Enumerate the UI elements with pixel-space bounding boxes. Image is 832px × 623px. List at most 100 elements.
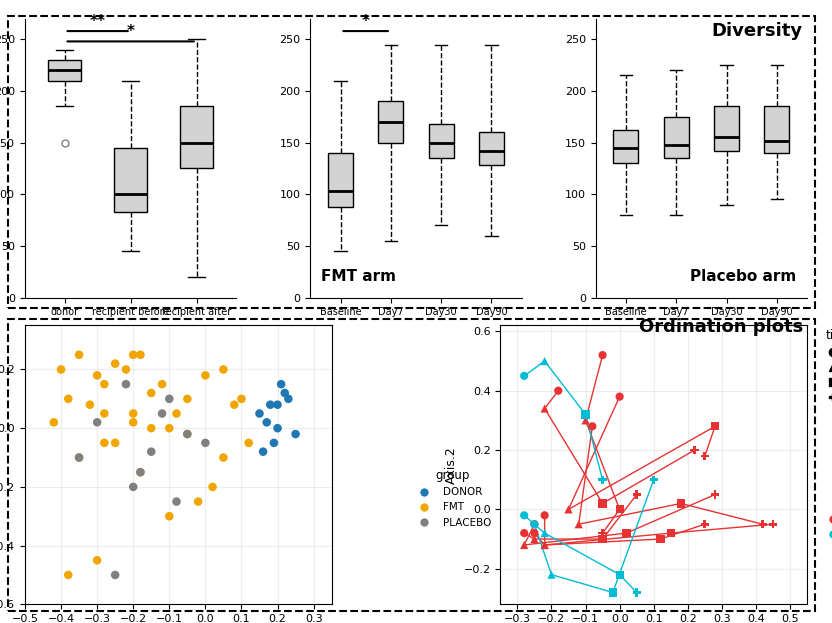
Point xyxy=(698,451,711,461)
Point xyxy=(674,498,687,508)
Point xyxy=(91,417,104,427)
Text: FMT arm: FMT arm xyxy=(321,269,396,283)
Point xyxy=(97,409,111,419)
Point xyxy=(527,534,541,544)
Point xyxy=(688,445,701,455)
Point xyxy=(562,505,575,515)
Point xyxy=(228,400,241,410)
Point xyxy=(579,409,592,419)
Point xyxy=(108,359,121,369)
Point xyxy=(134,467,147,477)
Point xyxy=(217,364,230,374)
PathPatch shape xyxy=(428,124,453,158)
Point xyxy=(156,379,169,389)
Point xyxy=(756,519,770,529)
Point xyxy=(572,519,586,529)
Point xyxy=(586,421,599,431)
Point xyxy=(708,421,721,431)
Point xyxy=(607,587,620,597)
Legend: DONOR, FMT, PLACEBO: DONOR, FMT, PLACEBO xyxy=(409,465,495,532)
PathPatch shape xyxy=(664,117,689,158)
Point xyxy=(271,423,285,433)
Point xyxy=(698,519,711,529)
Point xyxy=(538,540,552,550)
Point xyxy=(235,394,248,404)
Point xyxy=(72,452,86,462)
Point xyxy=(538,510,552,520)
Point xyxy=(518,371,531,381)
Point xyxy=(83,400,97,410)
Point xyxy=(596,528,609,538)
Point xyxy=(613,569,626,579)
Point xyxy=(613,392,626,402)
PathPatch shape xyxy=(613,130,638,163)
Point xyxy=(538,528,552,538)
Point xyxy=(242,438,255,448)
Point xyxy=(260,417,274,427)
Point xyxy=(613,505,626,515)
Point xyxy=(119,364,132,374)
Point xyxy=(620,528,633,538)
Point xyxy=(162,511,176,521)
Point xyxy=(199,370,212,380)
Point xyxy=(126,482,140,492)
Point xyxy=(47,417,61,427)
Point xyxy=(708,490,721,500)
Point xyxy=(552,386,565,396)
Point xyxy=(518,528,531,538)
Point xyxy=(199,438,212,448)
Point xyxy=(579,416,592,426)
Point xyxy=(596,534,609,544)
Point xyxy=(72,350,86,359)
Point xyxy=(181,394,194,404)
Point xyxy=(62,570,75,580)
Text: **: ** xyxy=(90,14,106,29)
Text: *: * xyxy=(126,24,135,39)
Point xyxy=(62,394,75,404)
Point xyxy=(191,497,205,506)
Point xyxy=(596,498,609,508)
Point xyxy=(538,404,552,414)
Point xyxy=(527,519,541,529)
Point xyxy=(289,429,302,439)
Point xyxy=(664,528,677,538)
Point xyxy=(91,555,104,565)
Point xyxy=(97,438,111,448)
Point xyxy=(170,409,183,419)
PathPatch shape xyxy=(328,153,353,207)
Text: Placebo arm: Placebo arm xyxy=(691,269,796,283)
Point xyxy=(126,409,140,419)
PathPatch shape xyxy=(379,102,404,143)
Point xyxy=(156,409,169,419)
Point xyxy=(145,388,158,398)
Point xyxy=(654,534,667,544)
Point xyxy=(278,388,291,398)
Text: Diversity: Diversity xyxy=(711,22,803,40)
Point xyxy=(596,350,609,360)
Legend: FMT, PLACEBO: FMT, PLACEBO xyxy=(819,492,832,544)
Point xyxy=(145,423,158,433)
Point xyxy=(282,394,295,404)
Point xyxy=(527,519,541,529)
PathPatch shape xyxy=(181,107,213,168)
Text: *: * xyxy=(362,14,369,29)
Point xyxy=(647,475,661,485)
Point xyxy=(267,438,280,448)
Point xyxy=(518,510,531,520)
Point xyxy=(253,409,266,419)
Point xyxy=(181,429,194,439)
PathPatch shape xyxy=(48,60,81,80)
Point xyxy=(518,540,531,550)
Point xyxy=(271,400,285,410)
Point xyxy=(91,370,104,380)
Point xyxy=(275,379,288,389)
Point xyxy=(264,400,277,410)
Point xyxy=(108,438,121,448)
Y-axis label: Axis.2: Axis.2 xyxy=(445,446,458,483)
Point xyxy=(596,475,609,485)
Point xyxy=(54,364,67,374)
Point xyxy=(119,379,132,389)
Point xyxy=(134,467,147,477)
Point xyxy=(162,394,176,404)
Point xyxy=(527,528,541,538)
